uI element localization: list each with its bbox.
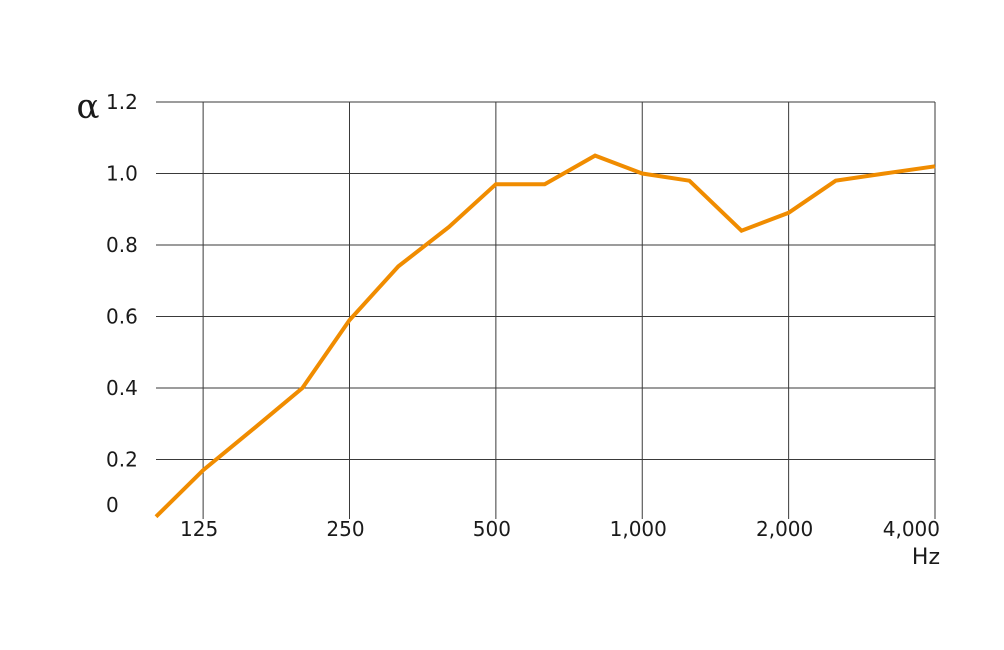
y-tick-label: 0.4 xyxy=(106,376,138,400)
series-line xyxy=(154,153,936,519)
y-tick-label: 1.2 xyxy=(106,90,138,114)
y-tick-label: 0.6 xyxy=(106,305,138,329)
y-tick-label: 0.8 xyxy=(106,233,138,257)
y-tick-label: 0.2 xyxy=(106,448,138,472)
x-tick-label: 1,000 xyxy=(610,517,667,541)
grid xyxy=(156,101,936,519)
series-layer xyxy=(154,153,936,519)
x-tick-label: 4,000 xyxy=(883,517,940,541)
x-tick-label: 250 xyxy=(326,517,364,541)
x-tick-labels: 125 250 500 1,000 2,000 4,000 xyxy=(180,517,940,541)
y-axis-label: α xyxy=(77,87,100,127)
y-tick-label: 1.0 xyxy=(106,162,138,186)
y-tick-labels: 0 0.2 0.4 0.6 0.8 1.0 1.2 xyxy=(106,90,138,517)
y-tick-label: 0 xyxy=(106,493,119,517)
x-tick-label: 500 xyxy=(473,517,511,541)
x-axis-label: Hz xyxy=(912,545,940,570)
x-tick-label: 2,000 xyxy=(756,517,813,541)
x-tick-label: 125 xyxy=(180,517,218,541)
